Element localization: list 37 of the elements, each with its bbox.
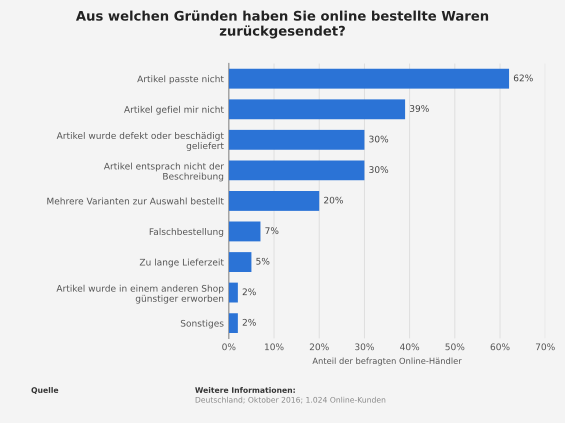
- x-tick-label: 0%: [222, 343, 236, 350]
- y-tick-label: Falschbestellung: [150, 228, 224, 237]
- x-tick-label: 50%: [445, 343, 464, 350]
- x-tick-label: 30%: [355, 343, 374, 350]
- x-tick-label: 60%: [490, 343, 510, 350]
- data-label: 20%: [324, 196, 343, 204]
- data-label: 7%: [265, 227, 278, 234]
- y-tick-label: Artikel wurde in einem anderen Shop günstiger erworben: [56, 284, 224, 304]
- bar: [228, 130, 364, 150]
- y-tick-label: Sonstiges: [180, 320, 224, 328]
- x-axis-title: Anteil der befragten Online-Händler: [312, 358, 462, 366]
- bar: [228, 68, 510, 89]
- x-tick-label: 10%: [264, 343, 284, 350]
- data-label: 39%: [410, 105, 429, 112]
- data-label: 2%: [242, 318, 256, 326]
- y-tick-label: Artikel entsprach nicht der Beschreibung: [104, 162, 224, 182]
- y-tick-label: Zu lange Lieferzeit: [140, 258, 224, 268]
- data-label: 30%: [369, 136, 388, 142]
- y-tick-label: Artikel passte nicht: [137, 75, 224, 84]
- bar: [228, 252, 252, 272]
- chart-title: Aus welchen Gründen haben Sie online bestellte Waren zurückgesendet?: [76, 10, 488, 38]
- bar: [228, 160, 364, 180]
- y-tick-label: Mehrere Varianten zur Auswahl bestellt: [47, 197, 224, 204]
- bar: [228, 222, 260, 242]
- y-tick-label: Artikel wurde defekt oder beschädigt geliefert: [56, 132, 224, 151]
- bar: [228, 282, 238, 303]
- bar: [228, 313, 238, 334]
- bar: [228, 190, 320, 211]
- data-label: 30%: [369, 166, 388, 173]
- x-tick-label: 70%: [536, 343, 555, 350]
- data-label: 2%: [242, 288, 256, 296]
- data-label: 62%: [514, 74, 533, 82]
- x-tick-label: 20%: [310, 343, 329, 350]
- y-tick-label: Artikel gefiel mir nicht: [124, 106, 224, 115]
- data-label: 5%: [256, 258, 270, 265]
- bar: [228, 99, 406, 120]
- x-tick-label: 40%: [400, 343, 420, 350]
